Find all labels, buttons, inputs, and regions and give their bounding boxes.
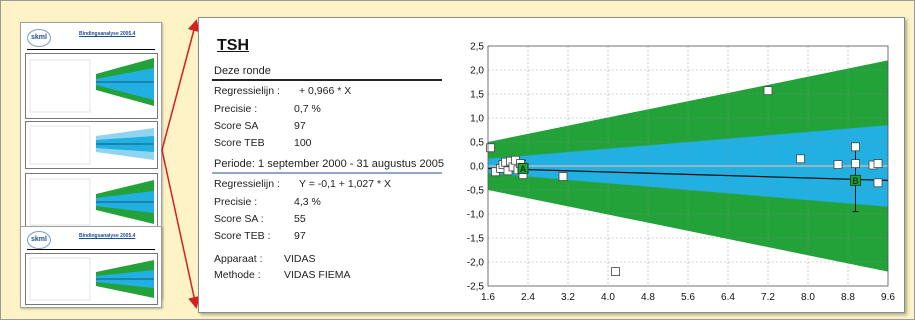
thumbnail-title-2: Bindingsanalyse 2005.4: [79, 233, 136, 239]
x-tick-label: 4.0: [601, 292, 615, 303]
thumbnail-rule-2: [27, 249, 155, 250]
device-label: Apparaat :: [214, 253, 263, 265]
data-point: [558, 172, 568, 181]
x-tick-label: 8.8: [841, 292, 855, 303]
thumbnail-title: Bindingsanalyse 2005.4: [79, 31, 136, 37]
row-label: Precisie :: [214, 103, 258, 115]
device-value: VIDAS: [284, 253, 316, 265]
thumbnail-chart-2: [25, 121, 158, 169]
thumbnail-chart-3-graphic: [29, 178, 154, 226]
y-tick-label: 0,5: [470, 138, 484, 149]
y-tick-label: -1,0: [467, 210, 485, 221]
y-tick-label: 1,0: [470, 114, 484, 125]
method-label: Methode :: [214, 269, 261, 281]
skml-logo-2: skml: [27, 231, 51, 249]
row-value: 4,3 %: [294, 196, 321, 208]
y-tick-label: -0,5: [467, 186, 485, 197]
data-point: [851, 159, 860, 169]
y-tick-label: -1,5: [467, 234, 485, 245]
x-tick-label: 7.2: [761, 292, 775, 303]
marker-label: A: [520, 164, 527, 174]
report-thumbnail-page-2: skml Bindingsanalyse 2005.4: [20, 226, 162, 308]
period-rule: [212, 172, 442, 174]
y-tick-label: 0,0: [470, 162, 484, 173]
skml-logo: skml: [27, 29, 51, 47]
y-tick-label: 2,5: [470, 42, 484, 53]
data-point: [833, 160, 843, 169]
plot-border: [487, 45, 889, 287]
data-point: [873, 178, 883, 188]
row-label: Score TEB :: [214, 230, 271, 242]
x-tick-label: 1.6: [481, 292, 495, 303]
data-point: [851, 142, 860, 152]
x-tick-label: 3.2: [561, 292, 575, 303]
difference-plot: A B 2,5 2,0 1,5 1,0 0,5 0,0 -0,5 -1,0 -1,5 -2,0 -2,5…: [467, 42, 896, 304]
current-round-rule: [212, 79, 442, 81]
row-label: Precisie :: [214, 196, 258, 208]
marker-a: [517, 162, 529, 174]
row-label: Regressielijn :: [214, 85, 280, 97]
thumbnail-chart-1-graphic: [29, 58, 154, 113]
row-label: Score TEB: [214, 137, 265, 149]
analyte-title: TSH: [217, 37, 249, 54]
marker-b: [850, 174, 861, 186]
x-tick-label: 9.6: [881, 292, 895, 303]
arrow-to-panel-bottom: [161, 149, 200, 309]
thumbnail-chart-4-graphic: [29, 257, 154, 301]
row-label: Score SA: [214, 120, 259, 132]
period-heading: Periode: 1 september 2000 - 31 augustus …: [214, 158, 444, 170]
thumbnail-chart-3: [25, 173, 158, 231]
data-point: [796, 154, 805, 164]
row-value: 97: [294, 230, 306, 242]
data-point: [486, 143, 495, 153]
row-value: 97: [294, 120, 306, 132]
row-value: Y = -0,1 + 1,027 * X: [299, 178, 392, 190]
row-label: Regressielijn :: [214, 178, 280, 190]
arrow-to-panel-top: [161, 19, 200, 151]
thumbnail-chart-2-graphic: [29, 125, 154, 165]
x-tick-label: 4.8: [641, 292, 655, 303]
row-value: 0,7 %: [294, 103, 321, 115]
x-tick-label: 8.0: [801, 292, 815, 303]
data-point: [763, 86, 773, 96]
row-value: + 0,966 * X: [299, 85, 352, 97]
y-tick-label: -2,5: [467, 282, 485, 293]
thumbnail-chart-4: [25, 253, 158, 305]
y-tick-label: -2,0: [467, 258, 485, 269]
thumbnail-rule: [27, 49, 155, 50]
row-value: 55: [294, 213, 306, 225]
x-tick-label: 5.6: [681, 292, 695, 303]
detail-panel: TSH Deze ronde Regressielijn : + 0,966 *…: [198, 17, 905, 313]
thumbnail-chart-1: [25, 53, 158, 119]
y-tick-label: 2,0: [470, 66, 484, 77]
regression-line: [487, 167, 889, 182]
marker-label: B: [852, 176, 859, 186]
current-round-heading: Deze ronde: [214, 65, 271, 77]
x-tick-label: 6.4: [721, 292, 735, 303]
row-value: 100: [294, 137, 312, 149]
method-value: VIDAS FIEMA: [284, 269, 351, 281]
y-tick-label: 1,5: [470, 90, 484, 101]
row-label: Score SA :: [214, 213, 264, 225]
x-tick-label: 2.4: [521, 292, 535, 303]
data-point: [873, 159, 883, 169]
data-point: [611, 267, 620, 277]
